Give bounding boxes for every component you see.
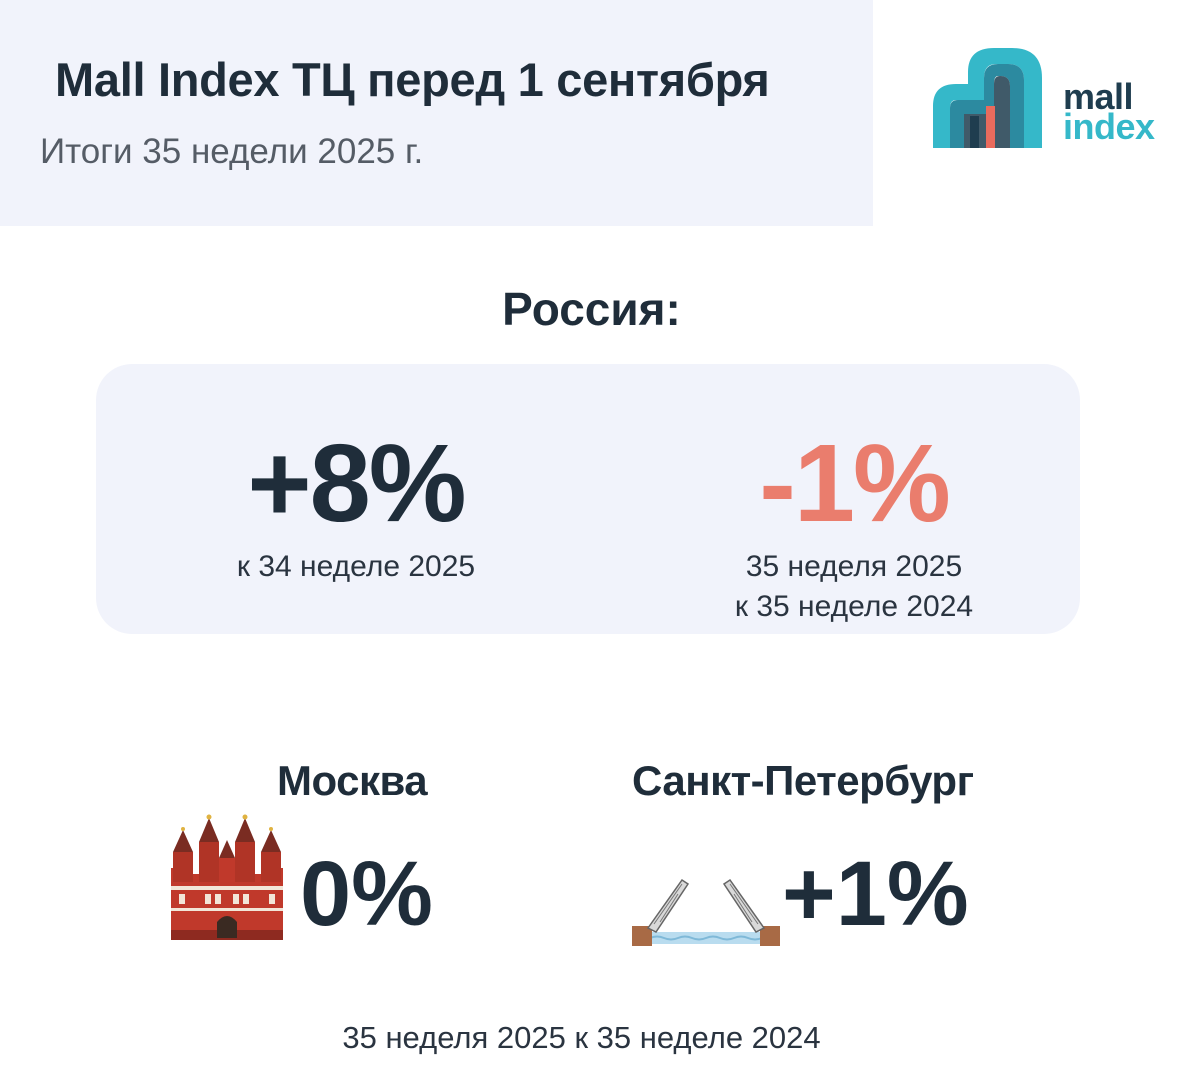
footer-note: 35 неделя 2025 к 35 неделе 2024 <box>342 1020 821 1055</box>
city-name-spb: Санкт-Петербург <box>632 757 974 804</box>
weekly-change-stat: +8% к 34 неделе 2025 <box>231 429 481 587</box>
house-logo-icon <box>933 48 1042 148</box>
city-value-spb: +1% <box>782 843 969 945</box>
page-subtitle: Итоги 35 недели 2025 г. <box>40 132 424 171</box>
city-name-moscow: Москва <box>277 757 428 804</box>
logo-word-index: index <box>1063 106 1155 147</box>
yearly-change-value: -1% <box>759 422 951 545</box>
header-banner: Mall Index ТЦ перед 1 сентября Итоги 35 … <box>0 0 873 226</box>
region-title-russia: Россия: <box>502 283 681 335</box>
weekly-change-value: +8% <box>247 422 466 545</box>
mall-index-logo: mall index <box>928 44 1168 154</box>
weekly-change-caption: к 34 неделе 2025 <box>236 550 476 583</box>
russia-stats-panel: +8% к 34 неделе 2025 -1% 35 неделя 2025 … <box>96 364 1080 634</box>
page-title: Mall Index ТЦ перед 1 сентября <box>55 53 770 106</box>
yearly-change-stat: -1% 35 неделя 2025 к 35 неделе 2024 <box>634 429 1074 627</box>
yearly-change-caption-line2: к 35 неделе 2024 <box>734 590 974 623</box>
logo-word-mall: mall <box>1063 76 1134 117</box>
yearly-change-caption-line1: 35 неделя 2025 <box>745 550 963 583</box>
kremlin-icon <box>165 812 289 947</box>
drawbridge-icon <box>632 874 780 953</box>
city-value-moscow: 0% <box>300 843 433 945</box>
